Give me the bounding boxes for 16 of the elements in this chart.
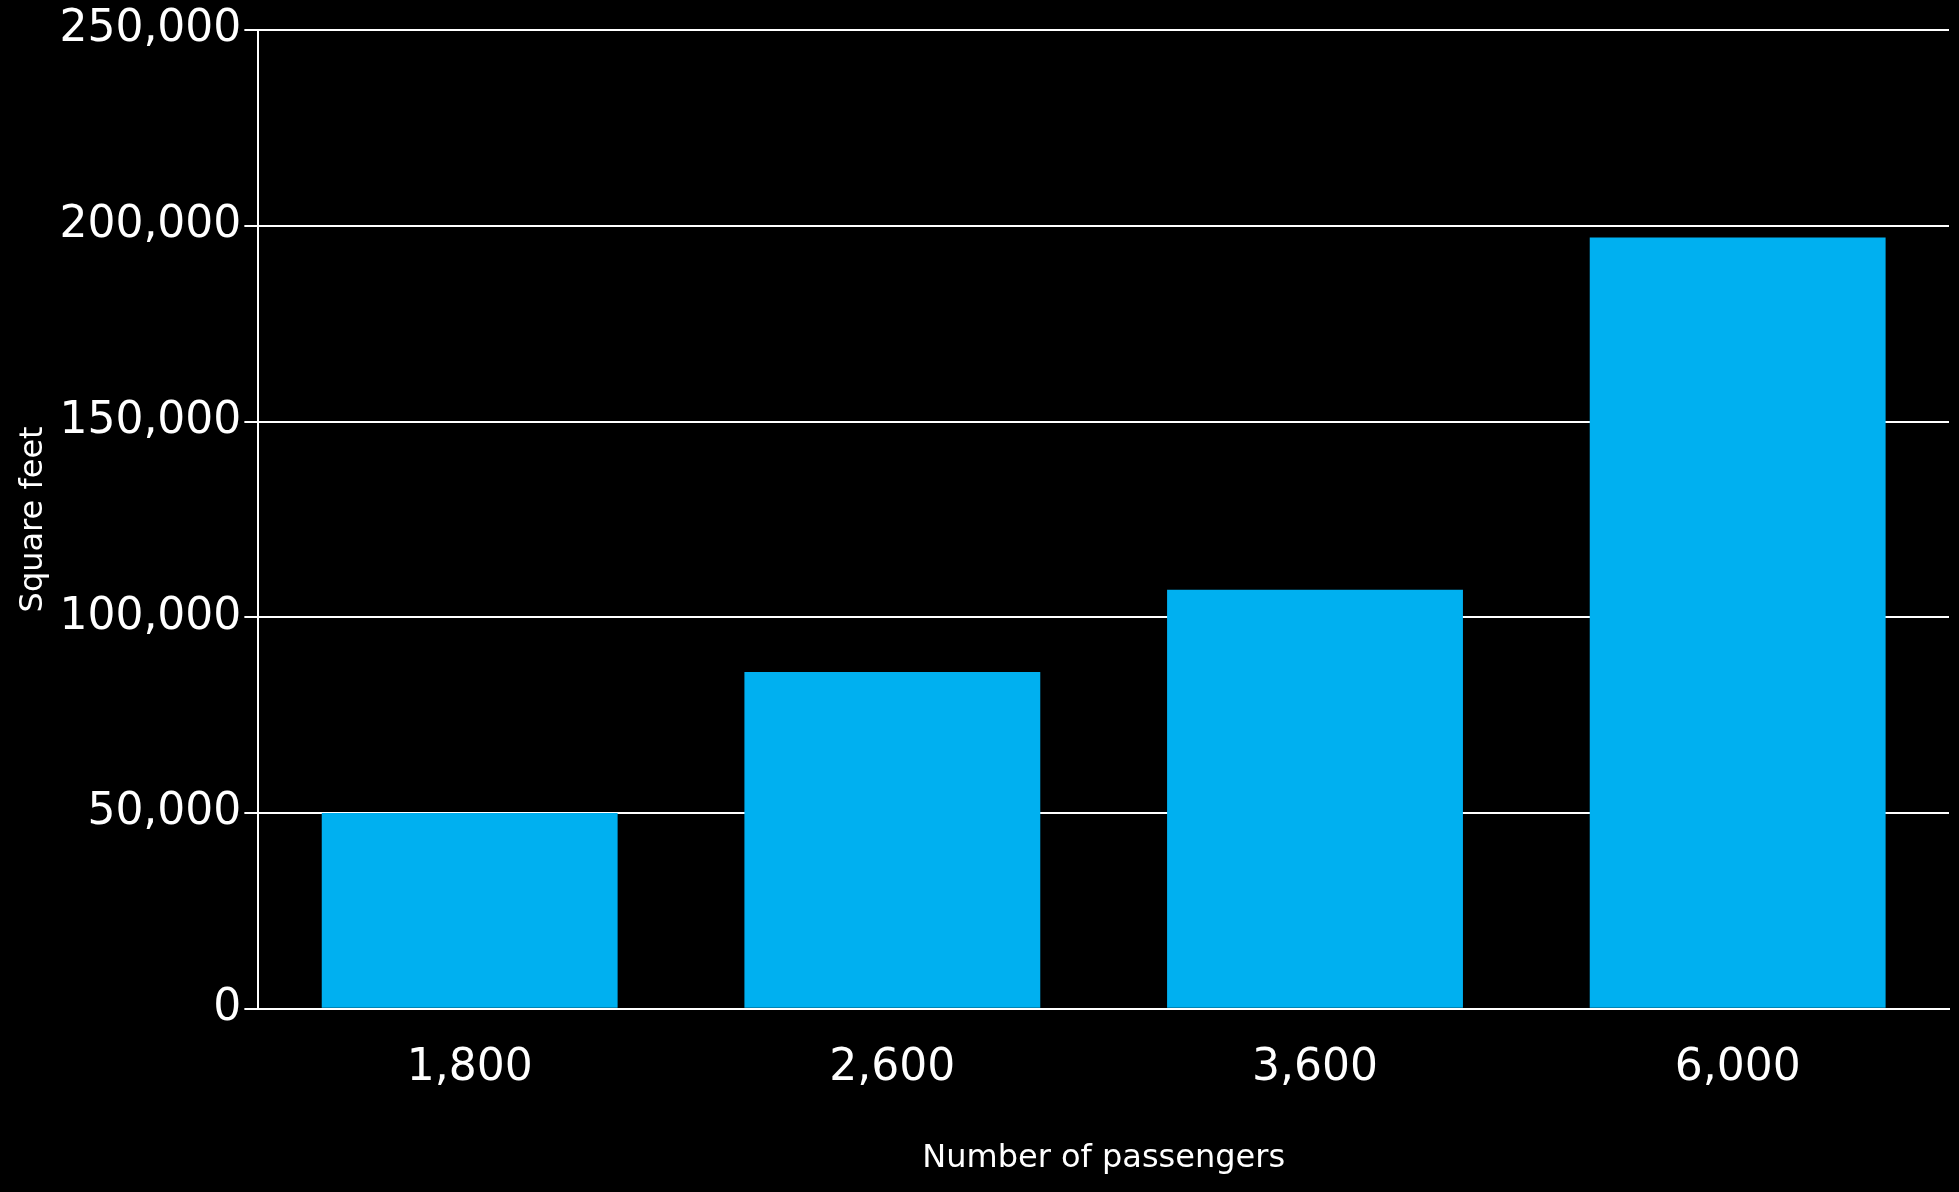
- y-tick-label: 200,000: [59, 196, 242, 248]
- y-tick-label: 0: [213, 979, 242, 1031]
- x-axis-title: Number of passengers: [922, 1137, 1286, 1176]
- x-tick-label: 1,800: [406, 1038, 533, 1090]
- x-tick-label: 3,600: [1252, 1038, 1378, 1090]
- bar: [744, 672, 1041, 1008]
- y-tick-label: 150,000: [59, 391, 242, 443]
- y-tick-label: 250,000: [59, 0, 242, 52]
- bar: [1589, 237, 1886, 1008]
- x-tick-label: 2,600: [829, 1038, 956, 1090]
- y-axis-title: Square feet: [11, 426, 50, 613]
- bar: [321, 813, 618, 1008]
- bar: [1167, 589, 1463, 1008]
- y-tick-label: 100,000: [59, 587, 242, 639]
- x-tick-label: 6,000: [1674, 1038, 1801, 1090]
- y-tick-label: 50,000: [87, 783, 242, 835]
